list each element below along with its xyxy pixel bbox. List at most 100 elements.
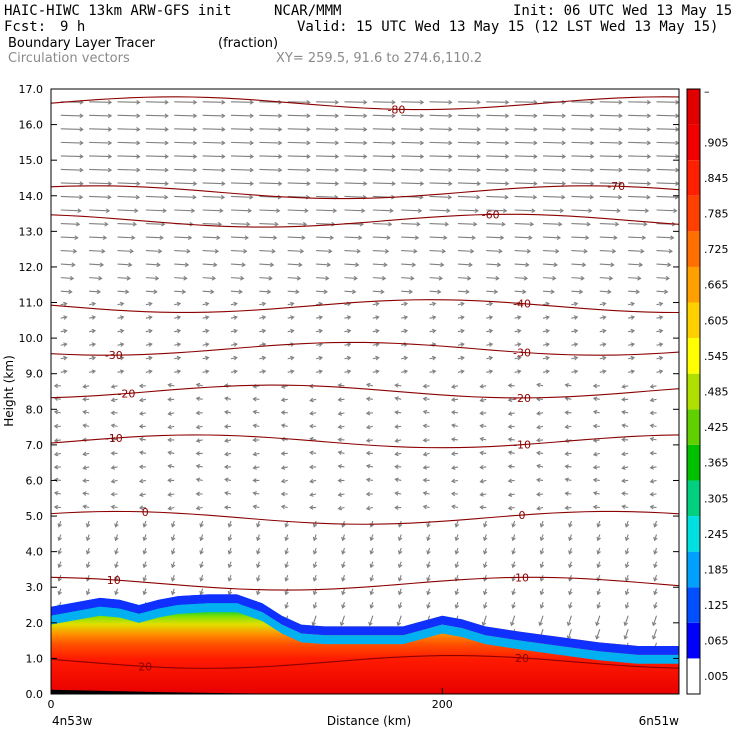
circulation-vector <box>167 478 175 483</box>
circulation-vector <box>199 561 204 569</box>
circulation-vector <box>486 99 510 105</box>
circulation-vector <box>592 451 600 457</box>
circulation-vector <box>224 451 232 457</box>
circulation-vector <box>256 561 261 569</box>
circulation-vector <box>628 342 636 347</box>
colorbar-top-label: – <box>704 85 710 98</box>
fcst-value: 9 h <box>60 19 86 35</box>
tracer-top-edge <box>51 594 679 655</box>
circulation-vector <box>507 397 515 403</box>
circulation-vector <box>649 504 657 510</box>
circulation-vector <box>592 423 600 429</box>
circulation-vector <box>145 355 153 361</box>
circulation-vector <box>309 411 317 416</box>
circulation-vector <box>174 328 182 334</box>
circulation-vector <box>60 221 81 227</box>
circulation-vector <box>599 113 623 119</box>
circulation-vector <box>110 397 118 403</box>
colorbar-label: .245 <box>704 528 729 541</box>
circulation-vector <box>138 505 146 511</box>
circulation-vector <box>195 438 203 443</box>
circulation-vector <box>599 154 623 159</box>
circulation-vector <box>426 602 431 609</box>
circulation-vector <box>511 520 516 528</box>
circulation-vector <box>82 451 90 457</box>
circulation-vector <box>110 384 118 389</box>
circulation-vector <box>571 289 584 295</box>
circulation-vector <box>202 342 210 347</box>
circulation-vector <box>568 588 573 596</box>
colorbar-swatch <box>687 658 700 694</box>
circulation-vector <box>227 588 233 596</box>
circulation-vector <box>344 289 357 295</box>
circulation-vector <box>174 99 198 105</box>
circulation-vector <box>110 450 118 456</box>
circulation-vector <box>628 289 641 295</box>
circulation-vector <box>337 437 345 443</box>
circulation-vector <box>486 262 502 268</box>
circulation-vector <box>117 248 134 254</box>
circulation-vector <box>82 491 90 496</box>
circulation-vector <box>401 208 423 214</box>
circulation-vector <box>621 397 629 402</box>
circulation-vector <box>145 342 153 347</box>
circulation-vector <box>117 328 125 334</box>
circulation-vector <box>511 602 516 609</box>
circulation-vector <box>174 127 198 132</box>
circulation-vector <box>89 127 113 132</box>
circulation-vector <box>312 561 318 569</box>
circulation-vector <box>230 289 243 295</box>
circulation-vector <box>227 574 233 582</box>
circulation-vector <box>341 534 346 542</box>
circulation-vector <box>344 99 368 105</box>
circulation-vector <box>628 208 650 214</box>
circulation-vector <box>394 477 402 483</box>
circulation-vector <box>483 588 488 596</box>
circulation-vector <box>280 491 288 497</box>
circulation-vector <box>656 99 679 105</box>
circulation-vector <box>145 275 160 281</box>
temperature-contour <box>51 299 679 314</box>
circulation-vector <box>486 221 506 227</box>
circulation-vector <box>139 397 146 403</box>
circulation-vector <box>82 423 90 428</box>
circulation-vector <box>252 504 260 510</box>
circulation-vector <box>202 140 226 146</box>
circulation-vector <box>426 534 431 542</box>
circulation-vector <box>451 384 459 389</box>
circulation-vector <box>82 465 90 470</box>
circulation-vector <box>309 450 317 456</box>
circulation-vector <box>202 235 221 241</box>
circulation-vector <box>89 369 97 374</box>
circulation-vector <box>507 411 515 416</box>
circulation-vector <box>542 369 550 374</box>
circulation-vector <box>89 355 97 361</box>
circulation-vector <box>280 478 288 484</box>
y-tick-label: 5.0 <box>26 510 44 523</box>
cross-section-xy: XY= 259.5, 91.6 to 274.6,110.2 <box>276 51 483 66</box>
circulation-vector <box>60 113 84 119</box>
circulation-vector <box>571 275 585 281</box>
circulation-vector <box>344 154 368 159</box>
contour-label: 20 <box>138 660 152 673</box>
contour-label: -30 <box>513 346 531 359</box>
circulation-vector <box>199 534 204 542</box>
y-axis-label: Height (km) <box>2 355 16 426</box>
circulation-vector <box>564 491 572 496</box>
circulation-vector <box>284 547 289 555</box>
contour-label: -70 <box>607 180 625 193</box>
circulation-vector <box>312 547 318 555</box>
circulation-vector <box>656 315 664 320</box>
circulation-vector <box>507 505 515 511</box>
circulation-vector <box>142 574 148 582</box>
circulation-vector <box>566 615 572 627</box>
circulation-vector <box>429 181 453 186</box>
circulation-vector <box>167 424 175 430</box>
circulation-vector <box>117 235 136 241</box>
circulation-vector <box>344 262 360 268</box>
circulation-vector <box>230 113 255 119</box>
circulation-vector <box>202 208 224 214</box>
circulation-vector <box>539 547 545 555</box>
y-tick-label: 1.0 <box>26 652 44 665</box>
circulation-vector <box>514 342 522 347</box>
